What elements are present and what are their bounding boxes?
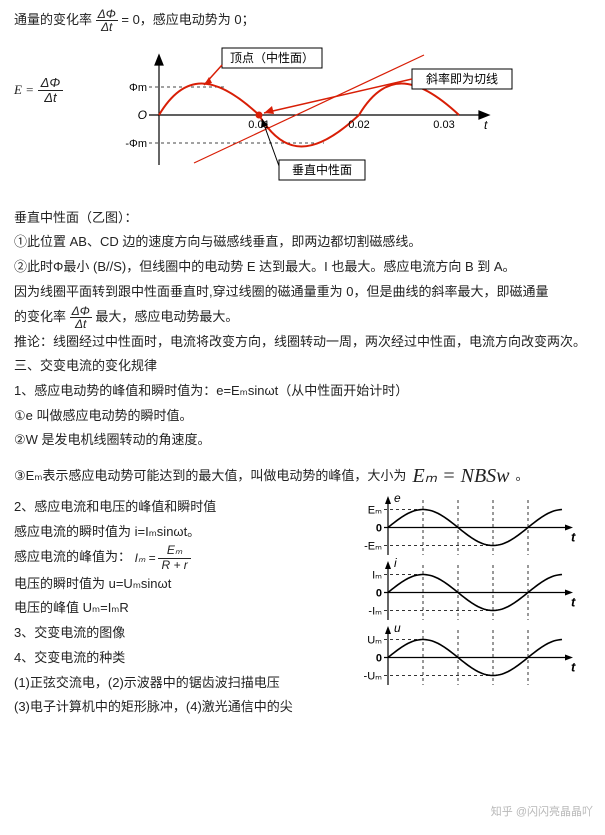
sine-chart-svg: 0.01 0.02 0.03 t O Φm -Φm 顶点（中性面） 斜率即为切线… xyxy=(104,45,524,185)
callout-bottom: 垂直中性面 xyxy=(292,162,352,177)
body-line-0: 垂直中性面（乙图）： xyxy=(14,206,591,231)
formula-and-chart-row: E = ΔΦ Δt 0.01 0.02 0.03 t xyxy=(14,41,591,198)
lc2-1: 电压的峰值 Uₘ=IₘR xyxy=(14,596,344,621)
svg-text:u: u xyxy=(394,621,401,635)
svg-text:0: 0 xyxy=(376,588,382,600)
svg-text:-Uₘ: -Uₘ xyxy=(364,671,383,683)
svg-text:0: 0 xyxy=(376,653,382,665)
body-line-1: ①此位置 AB、CD 边的速度方向与磁感线垂直，即两边都切割磁感线。 xyxy=(14,230,591,255)
svg-text:0.02: 0.02 xyxy=(348,119,369,131)
svg-text:Φm: Φm xyxy=(129,82,147,94)
lc2-2: 3、交变电流的图像 xyxy=(14,621,344,646)
body2-line-2: 1、感应电动势的峰值和瞬时值为：e=Eₘsinωt（从中性面开始计时） xyxy=(14,379,591,404)
svg-text:e: e xyxy=(394,495,401,505)
rate-max-line: 的变化率 ΔΦ Δt 最大，感应电动势最大。 xyxy=(14,305,591,330)
svg-text:t: t xyxy=(571,595,576,610)
body-line-2: ②此时Φ最小 (B//S)，但线圈中的电动势 E 达到最大。I 也最大。感应电流… xyxy=(14,255,591,280)
emf-left: E = xyxy=(14,82,34,97)
lc-0: 2、感应电流和电压的峰值和瞬时值 xyxy=(14,495,344,520)
em-tail: 。 xyxy=(516,464,529,489)
body-block-2: 推论：线圈经过中性面时，电流将改变方向，线圈转动一周，两次经过中性面，电流方向改… xyxy=(14,330,591,453)
body2-line-3: ①e 叫做感应电动势的瞬时值。 xyxy=(14,404,591,429)
lc2-5: (3)电子计算机中的矩形脉冲，(4)激光通信中的尖 xyxy=(14,695,344,720)
svg-text:0: 0 xyxy=(376,523,382,535)
callout-top: 顶点（中性面） xyxy=(230,50,314,65)
svg-text:O: O xyxy=(138,108,147,122)
watermark: 知乎 @闪闪亮晶晶吖 xyxy=(491,802,593,823)
intro-small-frac: ΔΦ Δt xyxy=(96,8,118,33)
svg-text:0.03: 0.03 xyxy=(433,119,454,131)
callout-right: 斜率即为切线 xyxy=(426,71,498,86)
peak-current-head: 感应电流的峰值为： xyxy=(14,550,131,565)
bottom-two-col: 2、感应电流和电压的峰值和瞬时值 感应电流的瞬时值为 i=Iₘsinωt。 感应… xyxy=(14,495,591,720)
lc2-3: 4、交变电流的种类 xyxy=(14,646,344,671)
svg-text:-Eₘ: -Eₘ xyxy=(364,541,382,553)
body-line-3: 因为线圈平面转到跟中性面垂直时,穿过线圈的磁通量重为 0，但是曲线的斜率最大，即… xyxy=(14,280,591,305)
lc2-0: 电压的瞬时值为 u=Uₘsinωt xyxy=(14,572,344,597)
tri-chart-svg: Eₘ 0 -Eₘ e t Iₘ 0 -Iₘ i t Uₘ 0 -Uₘ u t xyxy=(354,495,589,695)
intro-small-frac-bot: Δt xyxy=(96,21,118,33)
left-text-col: 2、感应电流和电压的峰值和瞬时值 感应电流的瞬时值为 i=Iₘsinωt。 感应… xyxy=(14,495,344,720)
tri-chart: Eₘ 0 -Eₘ e t Iₘ 0 -Iₘ i t Uₘ 0 -Uₘ u t xyxy=(354,495,589,704)
intro-rate-zero-head: 通量的变化率 xyxy=(14,12,92,27)
em-formula: Eₘ = NBSw xyxy=(412,457,509,495)
peak-current-line: 感应电流的峰值为： Iₘ = Eₘ R + r xyxy=(14,544,344,571)
body2-line-4: ②W 是发电机线圈转动的角速度。 xyxy=(14,428,591,453)
sine-chart: 0.01 0.02 0.03 t O Φm -Φm 顶点（中性面） 斜率即为切线… xyxy=(104,45,591,194)
lc2-4: (1)正弦交流电，(2)示波器中的锯齿波扫描电压 xyxy=(14,671,344,696)
emf-formula: E = ΔΦ Δt xyxy=(14,41,94,106)
svg-text:t: t xyxy=(571,660,576,675)
emf-frac-top: ΔΦ xyxy=(38,76,64,91)
intro-rate-zero-tail: = 0，感应电动势为 0； xyxy=(121,12,254,27)
svg-text:t: t xyxy=(571,530,576,545)
body2-line-0: 推论：线圈经过中性面时，电流将改变方向，线圈转动一周，两次经过中性面，电流方向改… xyxy=(14,330,591,355)
svg-text:Iₘ: Iₘ xyxy=(372,570,382,582)
rate-max-tail: 最大，感应电动势最大。 xyxy=(95,309,238,324)
svg-text:t: t xyxy=(484,118,488,132)
svg-text:Eₘ: Eₘ xyxy=(368,505,382,517)
em-head: ③Eₘ表示感应电动势可能达到的最大值，叫做电动势的峰值，大小为 xyxy=(14,464,406,489)
rate-max-head: 的变化率 xyxy=(14,309,66,324)
svg-text:-Φm: -Φm xyxy=(125,138,147,150)
emf-frac-bot: Δt xyxy=(38,91,64,105)
em-line: ③Eₘ表示感应电动势可能达到的最大值，叫做电动势的峰值，大小为 Eₘ = NBS… xyxy=(14,457,591,495)
intro-rate-zero: 通量的变化率 ΔΦ Δt = 0，感应电动势为 0； xyxy=(14,8,591,33)
svg-text:-Iₘ: -Iₘ xyxy=(368,606,382,618)
svg-text:Uₘ: Uₘ xyxy=(367,635,382,647)
body2-line-1: 三、交变电流的变化规律 xyxy=(14,354,591,379)
lc-1: 感应电流的瞬时值为 i=Iₘsinωt。 xyxy=(14,520,344,545)
svg-text:i: i xyxy=(394,556,397,570)
body-block-1: 垂直中性面（乙图）： ①此位置 AB、CD 边的速度方向与磁感线垂直，即两边都切… xyxy=(14,206,591,305)
